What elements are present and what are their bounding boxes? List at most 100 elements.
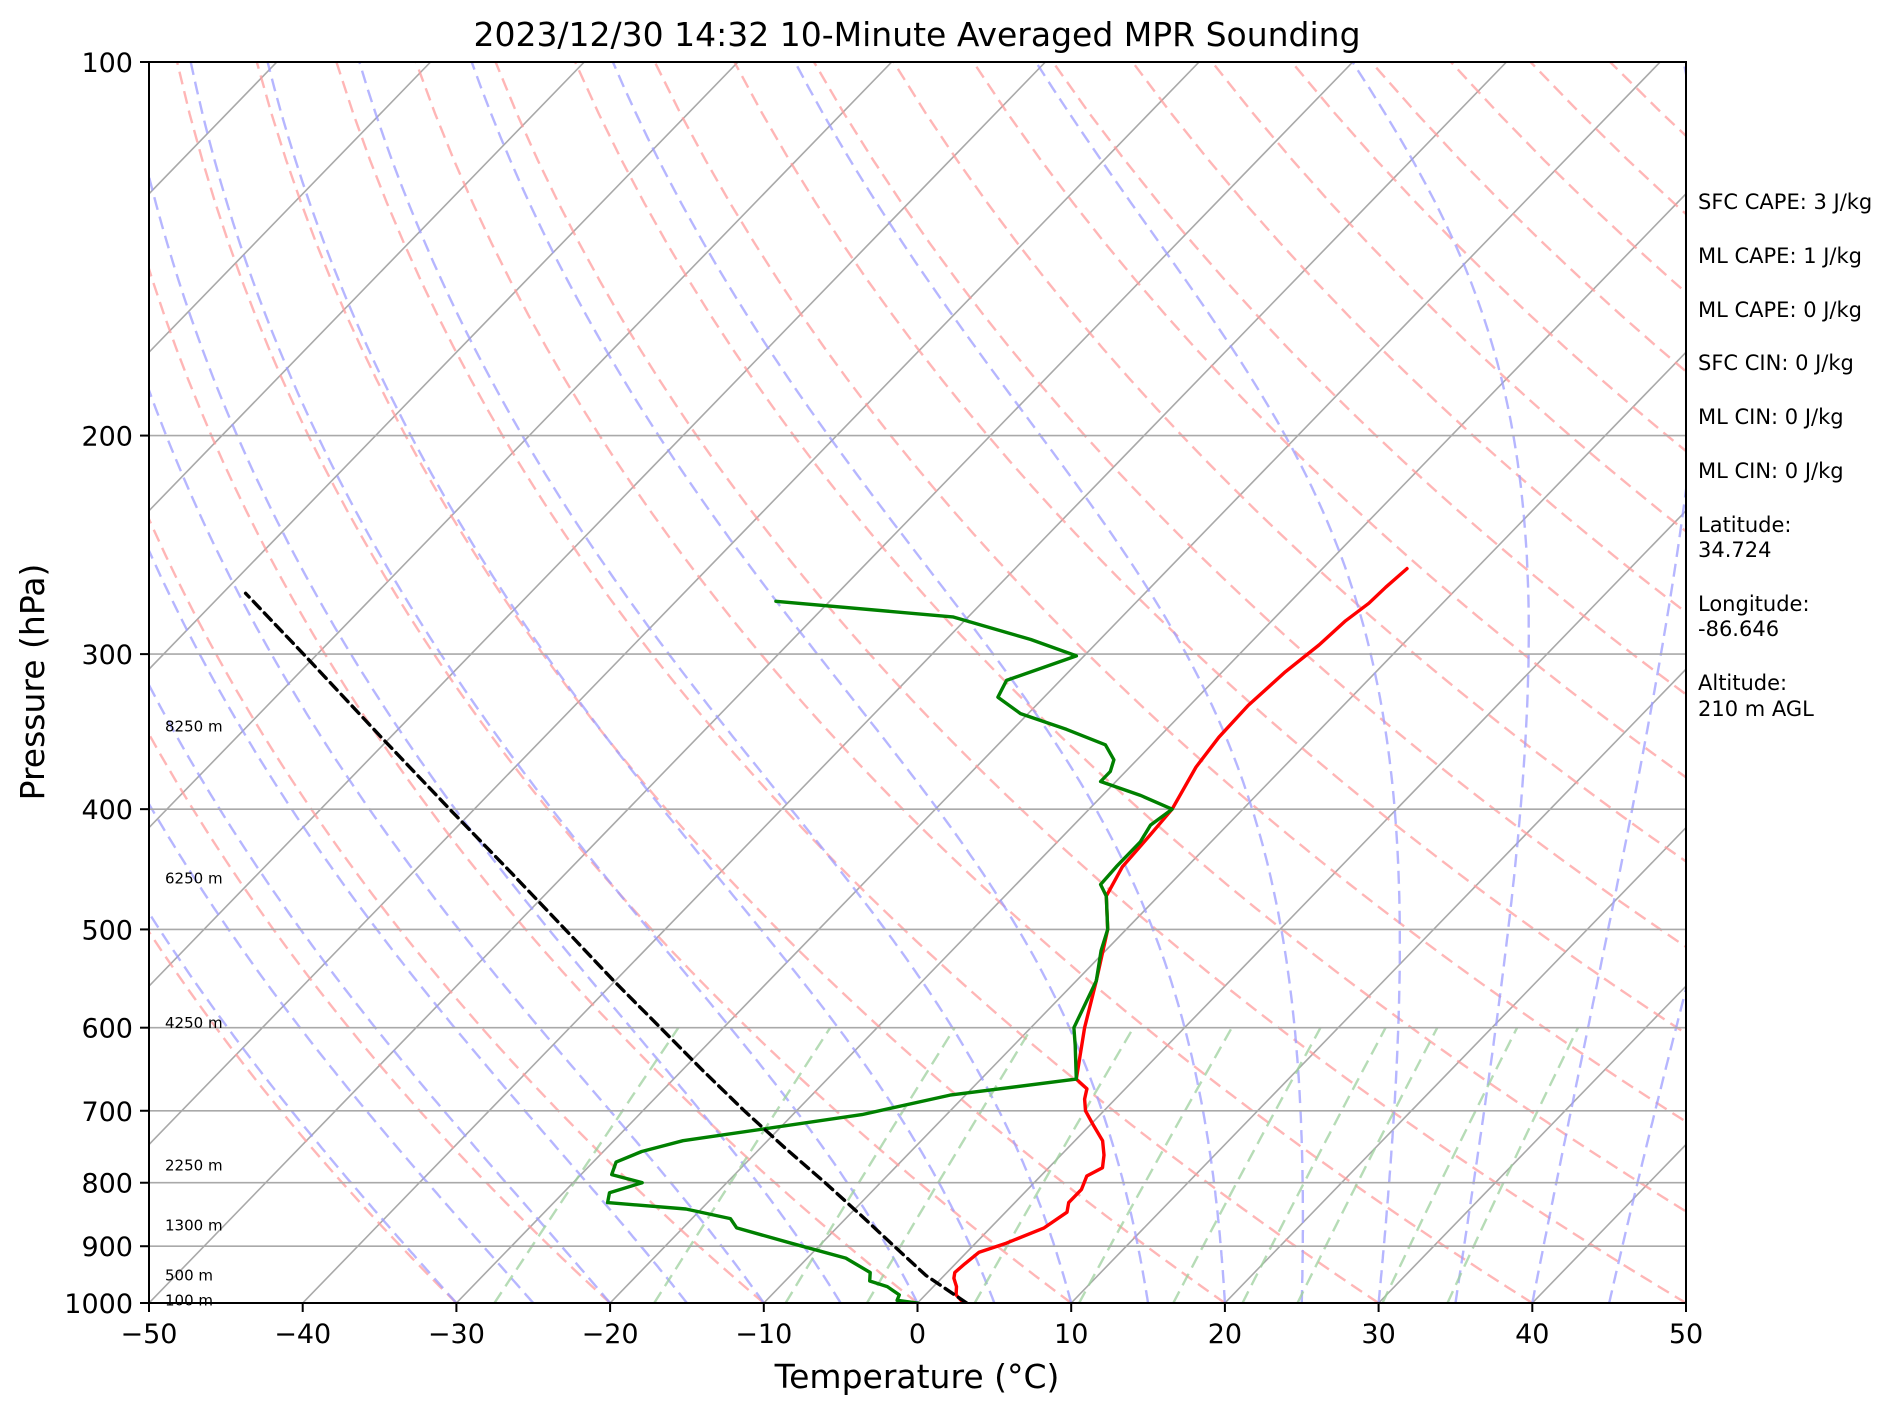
height-label: 500 m — [165, 1266, 213, 1284]
dry-adiabat — [149, 929, 458, 1303]
height-label: 8250 m — [165, 717, 223, 735]
dry-adiabat — [733, 62, 1686, 1036]
isotherm — [149, 62, 1354, 1303]
info-ml-cin-1: ML CIN: 0 J/kg — [1698, 405, 1844, 429]
x-tick-label: −50 — [121, 1319, 178, 1350]
moist-adiabat — [149, 547, 688, 1303]
info-panel: SFC CAPE: 3 J/kg ML CAPE: 1 J/kg ML CAPE… — [1698, 190, 1872, 721]
parcel-profile-line — [243, 591, 969, 1303]
pressure-gridlines — [149, 62, 1686, 1303]
mixing-ratio-line — [1381, 1027, 1519, 1303]
moist-adiabat — [1034, 62, 1401, 1303]
moist-adiabat — [793, 62, 1305, 1303]
y-tick-label: 900 — [81, 1232, 133, 1263]
temperature-profile-line — [952, 566, 1409, 1303]
y-tick-label: 1000 — [64, 1289, 133, 1320]
moist-adiabat — [1531, 62, 1686, 1303]
dry-adiabat — [494, 62, 1686, 1303]
y-tick-label: 700 — [81, 1097, 133, 1128]
dry-adiabat — [653, 62, 1686, 1124]
x-tick-label: −20 — [582, 1319, 639, 1350]
info-sfc-cape: SFC CAPE: 3 J/kg — [1698, 190, 1872, 214]
info-sfc-cin: SFC CIN: 0 J/kg — [1698, 351, 1854, 375]
profile-lines — [243, 566, 1409, 1303]
moist-adiabat — [611, 62, 1227, 1303]
isotherm — [1070, 668, 1686, 1303]
dry-adiabat — [255, 62, 1226, 1303]
mixing-ratio-line — [1296, 1027, 1439, 1303]
info-longitude-label: Longitude: — [1698, 592, 1810, 616]
dry-adiabat — [414, 62, 1533, 1303]
x-tick-label: 40 — [1515, 1319, 1549, 1350]
moist-adiabat — [149, 171, 842, 1303]
x-tick-label: −10 — [735, 1319, 792, 1350]
moist-adiabat — [1351, 62, 1531, 1303]
dry-adiabat — [175, 62, 1072, 1303]
mixing-ratio-line — [865, 1027, 1033, 1303]
y-tick-label: 500 — [81, 915, 133, 946]
moist-adiabat — [470, 62, 1150, 1303]
dewpoint-profile-line — [605, 599, 1174, 1303]
info-latitude-value: 34.724 — [1698, 538, 1771, 562]
info-ml-cape-1: ML CAPE: 1 J/kg — [1698, 244, 1862, 268]
x-tick-label: 50 — [1669, 1319, 1703, 1350]
x-axis-label: Temperature (°C) — [774, 1357, 1060, 1396]
dry-adiabat — [149, 731, 611, 1303]
isotherm — [149, 62, 585, 512]
isotherm — [149, 62, 893, 829]
dry-adiabat — [1131, 62, 1686, 614]
y-tick-label: 800 — [81, 1169, 133, 1200]
y-tick-label: 300 — [81, 640, 133, 671]
isotherm — [1378, 984, 1686, 1303]
isotherm — [1224, 826, 1686, 1303]
y-tick-label: 200 — [81, 422, 133, 453]
isotherm — [609, 192, 1686, 1303]
y-axis-ticks: 1000 900 800 700 600 500 400 300 200 100 — [64, 48, 149, 1320]
height-labels: 100 m 500 m 1300 m 2250 m 4250 m 6250 m 8250 m — [165, 717, 223, 1309]
dry-adiabat — [574, 62, 1686, 1213]
y-tick-label: 100 — [81, 48, 133, 79]
x-tick-label: −40 — [274, 1319, 331, 1350]
y-axis-label: Pressure (hPa) — [13, 564, 52, 801]
dry-adiabat — [1051, 62, 1686, 696]
y-tick-label: 600 — [81, 1014, 133, 1045]
mixing-ratio-line — [973, 1027, 1135, 1303]
mixing-ratio-line — [1172, 1027, 1322, 1303]
x-tick-label: 30 — [1361, 1319, 1395, 1350]
info-ml-cape-2: ML CAPE: 0 J/kg — [1698, 298, 1862, 322]
mixing-ratio-line — [1241, 1027, 1387, 1303]
moist-adiabat — [266, 62, 996, 1303]
height-label: 2250 m — [165, 1157, 223, 1175]
moist-adiabat — [189, 62, 919, 1303]
moist-adiabat — [149, 386, 765, 1303]
isotherm — [302, 62, 1508, 1303]
isotherm — [916, 509, 1686, 1303]
dry-adiabat — [335, 62, 1380, 1303]
x-axis-ticks: −50 −40 −30 −20 −10 0 10 20 30 40 50 — [121, 1303, 1703, 1350]
chart-title: 2023/12/30 14:32 10-Minute Averaged MPR … — [473, 15, 1360, 54]
height-label: 1300 m — [165, 1216, 223, 1234]
moist-adiabat — [1607, 984, 1686, 1303]
moist-adiabat — [358, 62, 1073, 1303]
height-label: 4250 m — [165, 1014, 223, 1032]
isotherm — [149, 62, 1200, 1146]
height-label: 100 m — [165, 1291, 213, 1309]
moist-adiabat — [149, 682, 612, 1303]
height-label: 6250 m — [165, 870, 223, 888]
y-tick-label: 400 — [81, 795, 133, 826]
info-ml-cin-2: ML CIN: 0 J/kg — [1698, 459, 1844, 483]
info-altitude-label: Altitude: — [1698, 671, 1787, 695]
x-tick-label: −30 — [428, 1319, 485, 1350]
mixing-ratio-line — [1078, 1027, 1233, 1303]
background-lines — [149, 62, 1686, 1303]
isotherm — [455, 62, 1661, 1303]
info-longitude-value: -86.646 — [1698, 617, 1779, 641]
x-tick-label: 10 — [1054, 1319, 1088, 1350]
isotherm — [149, 62, 739, 671]
isotherm — [763, 351, 1686, 1303]
isotherm — [149, 62, 432, 354]
info-altitude-value: 210 m AGL — [1698, 697, 1814, 721]
isotherm — [149, 62, 1046, 988]
